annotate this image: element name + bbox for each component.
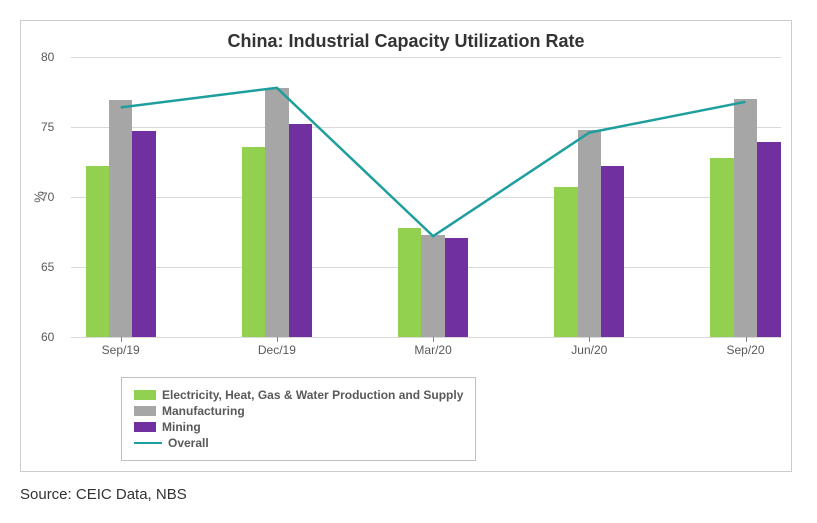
y-tick-label: 75: [41, 120, 54, 134]
legend-swatch: [134, 422, 156, 432]
bar: [554, 187, 577, 337]
bar: [86, 166, 109, 337]
legend-item: Mining: [134, 420, 463, 434]
legend: Electricity, Heat, Gas & Water Productio…: [121, 377, 476, 461]
y-tick-label: 60: [41, 330, 54, 344]
x-tick-label: Jun/20: [571, 343, 607, 357]
chart-title: China: Industrial Capacity Utilization R…: [21, 21, 791, 57]
legend-swatch: [134, 390, 156, 400]
x-tick-label: Mar/20: [414, 343, 451, 357]
legend-swatch: [134, 406, 156, 416]
legend-label: Mining: [162, 420, 201, 434]
grid-line: [71, 127, 781, 128]
x-tick-mark: [277, 337, 278, 342]
bar: [109, 100, 132, 337]
bar: [421, 235, 444, 337]
bar: [289, 124, 312, 337]
x-tick-label: Sep/19: [102, 343, 140, 357]
y-tick-label: 80: [41, 50, 54, 64]
source-text: Source: CEIC Data, NBS: [20, 486, 797, 503]
bar: [601, 166, 624, 337]
bar: [710, 158, 733, 337]
x-tick-label: Dec/19: [258, 343, 296, 357]
legend-item: Manufacturing: [134, 404, 463, 418]
y-tick-label: 70: [41, 190, 54, 204]
grid-line: [71, 197, 781, 198]
x-axis-labels: Sep/19 Dec/19 Mar/20 Jun/20 Sep/20: [71, 337, 781, 367]
legend-label: Electricity, Heat, Gas & Water Productio…: [162, 388, 463, 402]
legend-item: Electricity, Heat, Gas & Water Productio…: [134, 388, 463, 402]
chart-container: China: Industrial Capacity Utilization R…: [20, 20, 792, 472]
x-tick-mark: [433, 337, 434, 342]
bar: [265, 88, 288, 337]
x-tick-mark: [589, 337, 590, 342]
legend-label: Manufacturing: [162, 404, 245, 418]
legend-label: Overall: [168, 436, 209, 450]
bar: [445, 238, 468, 337]
bar: [242, 147, 265, 337]
x-tick-mark: [121, 337, 122, 342]
legend-item: Overall: [134, 436, 463, 450]
y-tick-label: 65: [41, 260, 54, 274]
overall-line: [121, 88, 746, 236]
x-tick-label: Sep/20: [726, 343, 764, 357]
plot-area: % 6065707580: [71, 57, 781, 337]
bar: [132, 131, 155, 337]
bar: [757, 142, 780, 337]
bar: [578, 130, 601, 337]
bar: [398, 228, 421, 337]
bar: [734, 99, 757, 337]
legend-swatch: [134, 442, 162, 445]
grid-line: [71, 57, 781, 58]
x-tick-mark: [746, 337, 747, 342]
